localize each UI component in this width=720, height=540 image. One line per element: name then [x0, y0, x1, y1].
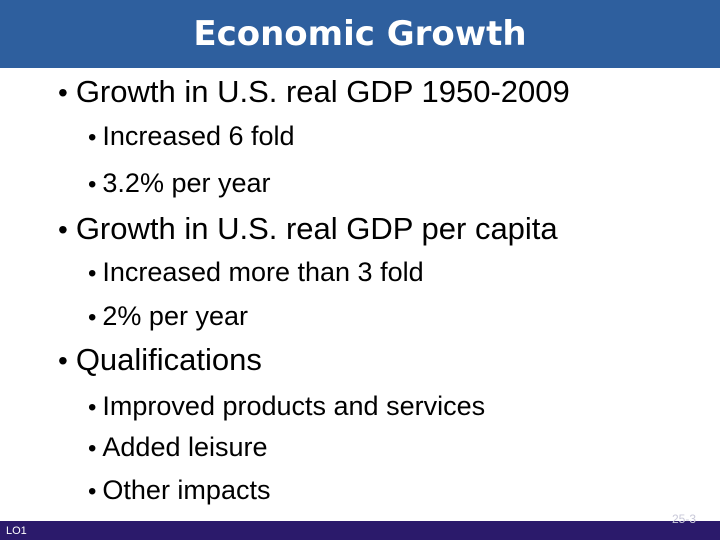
- bullet-icon: •: [88, 435, 97, 462]
- sub-bullet-text: 3.2% per year: [102, 168, 271, 198]
- bullet-icon: •: [58, 345, 68, 376]
- bullet-icon: •: [88, 260, 97, 287]
- bullet-text: Growth in U.S. real GDP per capita: [75, 211, 558, 246]
- bullet-text: Growth in U.S. real GDP 1950-2009: [75, 74, 570, 109]
- sub-bullet-text: Added leisure: [102, 432, 268, 462]
- sub-bullet-item: • 3.2% per year: [88, 167, 271, 201]
- sub-bullet-text: Increased more than 3 fold: [102, 257, 424, 287]
- bullet-icon: •: [88, 394, 97, 421]
- sub-bullet-text: Increased 6 fold: [102, 121, 295, 151]
- sub-bullet-item: • Improved products and services: [88, 390, 485, 424]
- sub-bullet-item: • 2% per year: [88, 300, 248, 334]
- bullet-icon: •: [88, 304, 97, 331]
- sub-bullet-item: • Increased more than 3 fold: [88, 256, 424, 290]
- slide-title: Economic Growth: [193, 14, 527, 54]
- bullet-icon: •: [58, 214, 68, 245]
- footer-bar: LO1: [0, 521, 720, 540]
- bullet-icon: •: [88, 124, 97, 151]
- bullet-item: • Growth in U.S. real GDP per capita: [58, 211, 558, 248]
- bullet-item: • Growth in U.S. real GDP 1950-2009: [58, 74, 570, 111]
- slide-number: 25-3: [671, 512, 696, 526]
- bullet-text: Qualifications: [75, 342, 262, 377]
- sub-bullet-text: 2% per year: [102, 301, 248, 331]
- bullet-icon: •: [58, 77, 68, 108]
- sub-bullet-text: Improved products and services: [102, 391, 486, 421]
- sub-bullet-item: • Added leisure: [88, 431, 268, 465]
- bullet-icon: •: [88, 171, 97, 198]
- learning-objective-label: LO1: [6, 525, 27, 537]
- sub-bullet-item: • Other impacts: [88, 474, 270, 508]
- sub-bullet-text: Other impacts: [102, 475, 271, 505]
- sub-bullet-item: • Increased 6 fold: [88, 120, 295, 154]
- bullet-icon: •: [88, 478, 97, 505]
- bullet-item: • Qualifications: [58, 342, 262, 379]
- title-bar: Economic Growth: [0, 0, 720, 68]
